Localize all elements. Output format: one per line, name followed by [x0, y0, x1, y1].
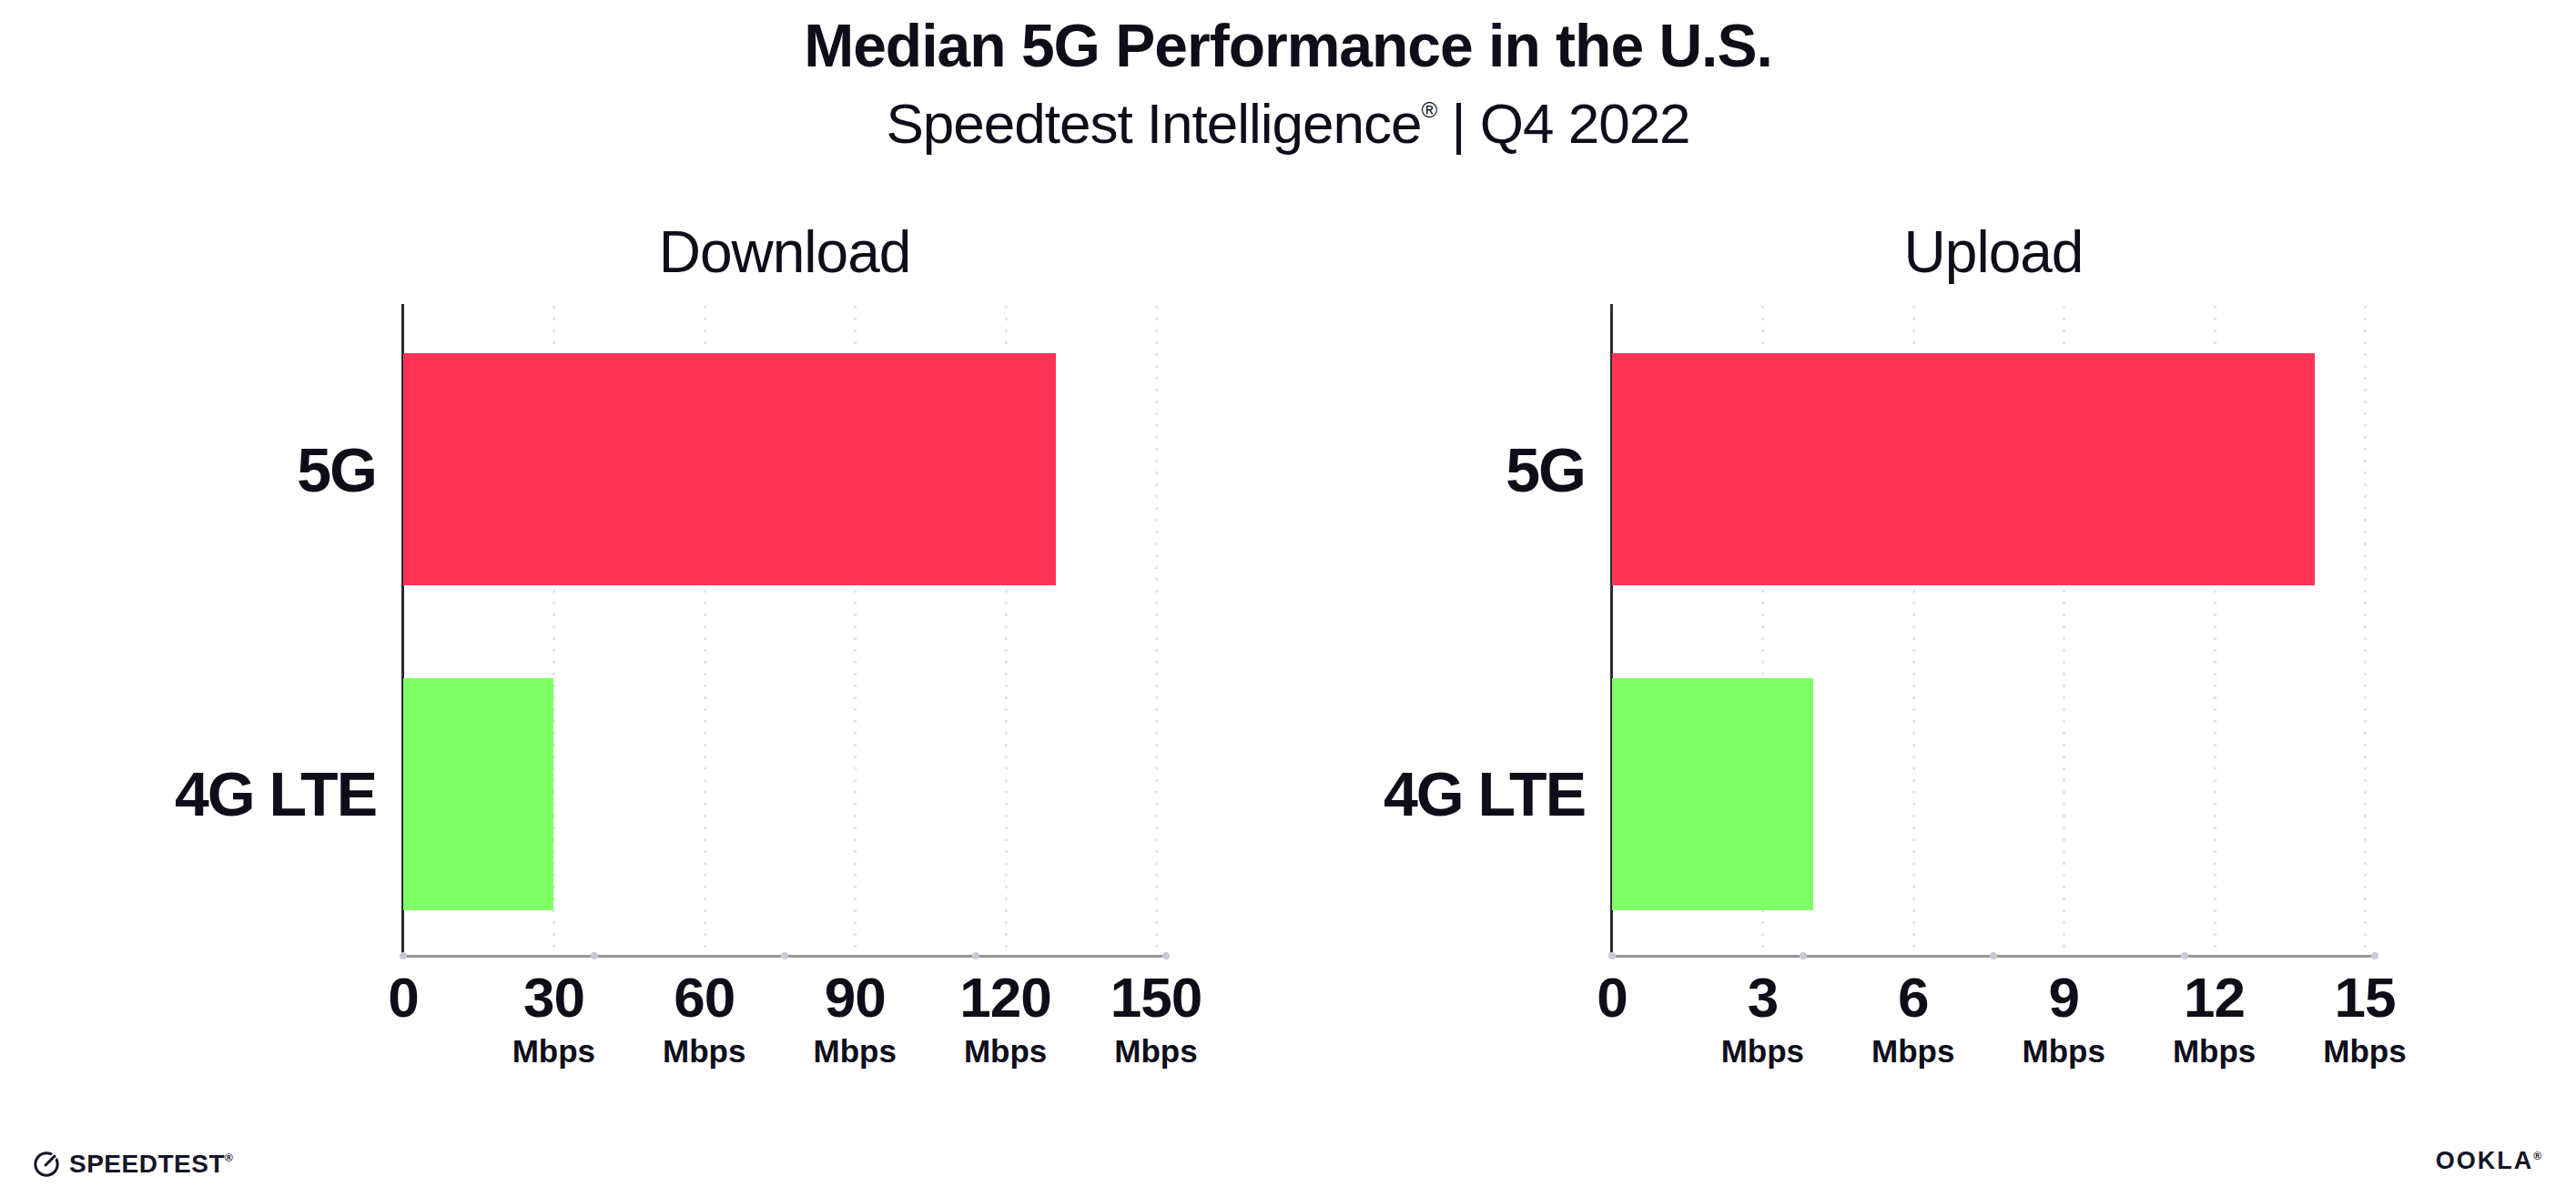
subtitle-period: | Q4 2022 — [1436, 92, 1689, 155]
x-tick-unit: Mbps — [1111, 1035, 1202, 1067]
x-tick-value: 150 — [1111, 969, 1202, 1026]
upload-y-axis-labels: 5G 4G LTE — [1321, 306, 1585, 955]
x-tick-unit: Mbps — [1871, 1035, 1954, 1067]
x-tick-120: 120 Mbps — [959, 969, 1050, 1067]
x-tick-3: 3 Mbps — [1721, 969, 1804, 1067]
x-tick-150: 150 Mbps — [1111, 969, 1202, 1067]
download-chart-title: Download — [403, 218, 1166, 286]
speedtest-gauge-icon — [33, 1151, 60, 1178]
x-tick-value: 60 — [663, 969, 745, 1026]
upload-plot-area — [1612, 306, 2375, 955]
x-tick-9: 9 Mbps — [2022, 969, 2104, 1067]
x-tick-value: 0 — [388, 969, 418, 1026]
download-y-axis-labels: 5G 4G LTE — [112, 306, 376, 955]
x-tick-value: 0 — [1597, 969, 1627, 1026]
bar-4g-lte-download — [403, 678, 553, 910]
x-tick-60: 60 Mbps — [663, 969, 745, 1067]
x-tick-value: 30 — [512, 969, 595, 1026]
page-subtitle: Speedtest Intelligence® | Q4 2022 — [0, 91, 2576, 156]
x-tick-unit: Mbps — [959, 1035, 1050, 1067]
upload-x-axis-labels: 03Mbps6Mbps9Mbps12Mbps15Mbps — [1612, 955, 2375, 1119]
download-x-axis-labels: 030Mbps60Mbps90Mbps120Mbps150Mbps — [403, 955, 1166, 1119]
x-tick-value: 9 — [2022, 969, 2104, 1026]
category-label-4g-lte: 4G LTE — [1384, 758, 1585, 829]
x-tick-0: 0 — [1597, 969, 1627, 1026]
bar-5g-download — [403, 353, 1056, 585]
download-chart: Download 5G4G LTE 030Mbps60Mbps90Mbps120… — [112, 218, 1168, 1138]
x-tick-value: 6 — [1871, 969, 1954, 1026]
x-tick-30: 30 Mbps — [512, 969, 595, 1067]
speedtest-wordmark: SPEEDTEST® — [69, 1150, 233, 1179]
category-label-5g: 5G — [297, 434, 376, 505]
ookla-logo: OOKLA® — [2436, 1147, 2541, 1175]
gridline-15-mbps — [2364, 306, 2367, 955]
page-title: Median 5G Performance in the U.S. — [0, 11, 2576, 80]
upload-chart: Upload 5G4G LTE 03Mbps6Mbps9Mbps12Mbps15… — [1321, 218, 2377, 1138]
download-plot-area — [403, 306, 1166, 955]
x-tick-value: 12 — [2173, 969, 2256, 1026]
subtitle-brand: Speedtest Intelligence — [886, 92, 1421, 155]
category-label-5g: 5G — [1506, 434, 1585, 505]
x-tick-unit: Mbps — [2173, 1035, 2256, 1067]
x-tick-unit: Mbps — [813, 1035, 896, 1067]
registered-mark: ® — [1422, 97, 1437, 122]
x-tick-unit: Mbps — [663, 1035, 745, 1067]
speedtest-logo: SPEEDTEST® — [33, 1150, 233, 1179]
x-tick-0: 0 — [388, 969, 418, 1026]
x-tick-value: 90 — [813, 969, 896, 1026]
bar-5g-upload — [1612, 353, 2315, 585]
x-tick-value: 15 — [2323, 969, 2406, 1026]
infographic-canvas: Median 5G Performance in the U.S. Speedt… — [0, 0, 2576, 1197]
x-tick-12: 12 Mbps — [2173, 969, 2256, 1067]
x-tick-unit: Mbps — [2022, 1035, 2104, 1067]
upload-chart-title: Upload — [1612, 218, 2375, 286]
registered-mark: ® — [225, 1151, 233, 1164]
gridline-150-mbps — [1155, 306, 1158, 955]
x-tick-unit: Mbps — [512, 1035, 595, 1067]
ookla-wordmark: OOKLA — [2436, 1147, 2534, 1174]
x-tick-unit: Mbps — [2323, 1035, 2406, 1067]
category-label-4g-lte: 4G LTE — [175, 758, 376, 829]
x-tick-90: 90 Mbps — [813, 969, 896, 1067]
x-tick-unit: Mbps — [1721, 1035, 1804, 1067]
registered-mark: ® — [2533, 1150, 2541, 1162]
bar-4g-lte-upload — [1612, 678, 1813, 910]
x-tick-value: 120 — [959, 969, 1050, 1026]
x-tick-6: 6 Mbps — [1871, 969, 1954, 1067]
x-tick-value: 3 — [1721, 969, 1804, 1026]
x-tick-15: 15 Mbps — [2323, 969, 2406, 1067]
